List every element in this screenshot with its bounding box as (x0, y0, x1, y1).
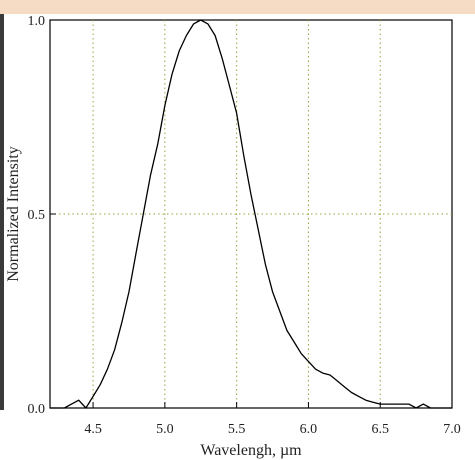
x-tick-labels: 4.5 5.0 5.5 6.0 6.5 7.0 (84, 422, 460, 437)
x-tick-label: 6.0 (300, 422, 318, 437)
series-group (50, 19, 452, 409)
y-axis-title: Normalized Intensity (5, 146, 22, 282)
grid-lines (50, 20, 452, 408)
y-tick-label: 1.0 (28, 14, 46, 29)
x-tick-label: 4.5 (84, 422, 102, 437)
plot-frame (49, 19, 453, 409)
y-tick-label: 0.5 (28, 208, 46, 223)
y-tick-label: 0.0 (28, 402, 46, 417)
x-tick-label: 7.0 (443, 422, 461, 437)
series-line (50, 19, 452, 409)
x-axis-title: Wavelengh, µm (200, 442, 302, 459)
tick-marks (50, 19, 453, 409)
left-strip (0, 14, 4, 410)
x-tick-label: 5.0 (156, 422, 174, 437)
x-tick-label: 6.5 (371, 422, 389, 437)
top-strip (0, 0, 475, 14)
x-tick-label: 5.5 (228, 422, 246, 437)
y-tick-labels: 0.0 0.5 1.0 (28, 14, 46, 417)
